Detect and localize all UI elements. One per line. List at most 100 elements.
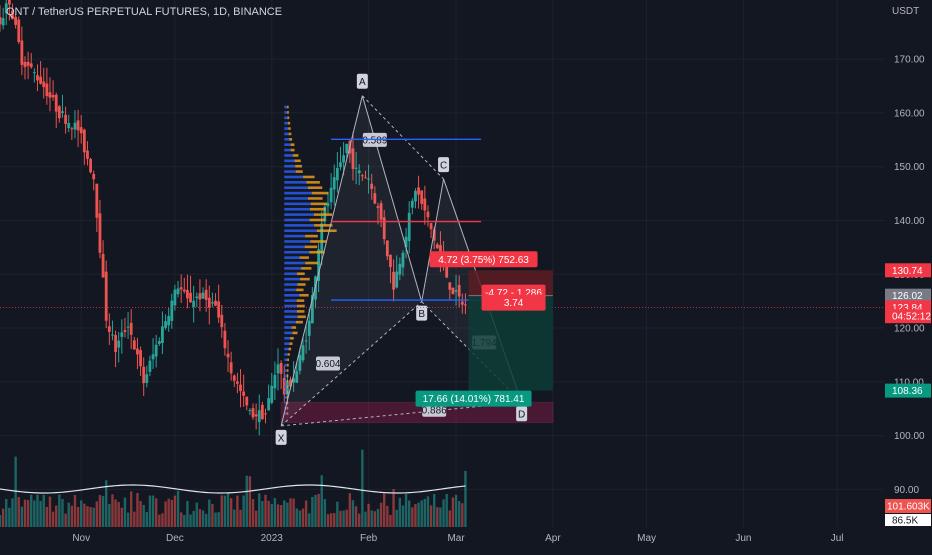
candle-body	[42, 81, 46, 88]
pattern-point-x[interactable]	[275, 429, 287, 445]
candle-body	[345, 143, 349, 154]
candle-body	[67, 123, 71, 129]
candle-body	[451, 287, 455, 294]
volume-bar	[167, 498, 170, 527]
volume-profile-bar	[299, 256, 309, 259]
volume-bar	[204, 513, 208, 527]
volume-bar	[89, 506, 92, 527]
volume-profile-bar	[309, 218, 326, 222]
volume-bar	[39, 500, 42, 527]
volume-profile-bar	[284, 277, 301, 281]
stop-label-bg	[429, 251, 538, 268]
target-label: 17.66 (14.01%) 781.41	[423, 394, 525, 405]
candle-body	[454, 290, 458, 292]
volume-bar	[67, 502, 70, 527]
volume-bar	[286, 502, 289, 527]
volume-profile-bar	[290, 148, 295, 152]
candle-body	[148, 360, 152, 372]
volume-ma-tag	[885, 499, 931, 513]
candle-body	[357, 170, 361, 174]
take-profit-zone[interactable]	[468, 295, 553, 391]
candle-body	[39, 76, 43, 84]
pattern-point-b[interactable]	[416, 305, 428, 321]
candle-body	[445, 259, 449, 278]
candle-body	[4, 3, 8, 14]
volume-bar	[217, 512, 220, 527]
pattern-point-d[interactable]	[516, 406, 528, 422]
volume-profile-bar	[284, 390, 287, 394]
volume-bar	[111, 494, 114, 527]
volume-profile-bar	[284, 186, 308, 190]
candle-body	[220, 314, 224, 328]
candle-body	[198, 293, 202, 300]
candle-body	[242, 391, 246, 396]
volume-profile-bar	[284, 202, 311, 206]
candle-body	[64, 114, 67, 124]
pattern-leg-x-b	[280, 301, 423, 427]
price-tag	[885, 288, 931, 303]
volume-bar	[161, 513, 164, 527]
candle-body	[229, 362, 233, 374]
volume-bar	[301, 508, 305, 527]
volume-profile-bar	[284, 310, 297, 313]
volume-bar	[164, 501, 167, 527]
volume-bar	[457, 501, 461, 527]
candle-body	[92, 173, 96, 180]
volume-bar	[461, 503, 464, 527]
candle-body	[448, 282, 452, 290]
time-axis-tick: Feb	[360, 533, 378, 544]
volume-bar	[429, 505, 433, 527]
volume-bar	[151, 495, 155, 527]
volume-profile-bar	[284, 385, 287, 388]
volume-bar	[233, 509, 236, 527]
pattern-leg-b-c	[421, 178, 445, 302]
pattern-point-label-x: X	[278, 433, 285, 444]
candle-body	[417, 187, 420, 195]
volume-bar	[242, 495, 245, 527]
candle-body	[270, 385, 274, 403]
price-axis-tick: 90.00	[894, 485, 919, 496]
volume-bar	[179, 512, 183, 527]
volume-bar	[92, 507, 95, 527]
volume-profile-bar	[284, 213, 314, 216]
candle-body	[57, 106, 61, 119]
time-axis-tick: Apr	[545, 533, 561, 544]
volume-bar	[464, 470, 467, 527]
candle-body	[95, 183, 99, 218]
candle-body	[342, 155, 346, 163]
candle-body	[401, 252, 405, 268]
volume-bar	[83, 503, 86, 527]
pattern-point-c[interactable]	[438, 157, 450, 173]
candle-body	[223, 330, 227, 349]
candle-body	[245, 396, 249, 406]
candle-body	[307, 320, 311, 336]
volume-bar	[126, 512, 130, 527]
candle-body	[1, 18, 5, 26]
volume-profile-bar	[313, 213, 333, 216]
time-axis-tick: May	[637, 533, 656, 544]
volume-bar	[64, 513, 67, 527]
volume-profile-bar	[310, 240, 327, 243]
time-axis[interactable]	[0, 527, 884, 550]
volume-bar	[395, 509, 398, 527]
ratio-label-bg	[315, 356, 340, 371]
volume-bar	[133, 511, 136, 527]
candle-body	[26, 61, 30, 66]
volume-profile-bar	[284, 164, 296, 168]
volume-profile-bar	[284, 363, 288, 367]
volume-bar	[220, 495, 223, 527]
target-label-bg	[415, 390, 532, 407]
candle-body	[464, 304, 467, 306]
candle-body	[17, 19, 21, 43]
pattern-point-a[interactable]	[356, 73, 368, 89]
candle-body	[395, 271, 399, 288]
volume-bar	[329, 513, 333, 527]
volume-profile-bar	[284, 143, 291, 146]
candle-body	[439, 245, 442, 258]
volume-bar	[283, 500, 286, 527]
volume-bar	[386, 505, 389, 527]
volume-profile-bar	[284, 342, 290, 345]
candle-body	[414, 190, 417, 202]
candle-body	[114, 335, 117, 352]
